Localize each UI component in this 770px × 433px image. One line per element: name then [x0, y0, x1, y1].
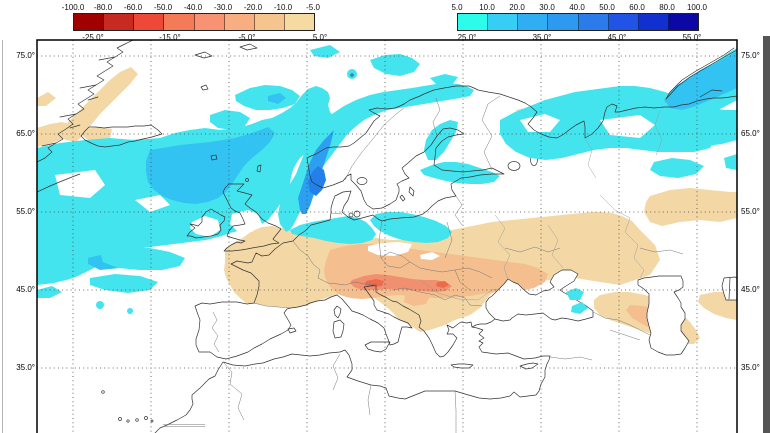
latitude-label-right: 65.0° [741, 129, 760, 138]
caspian-sea [637, 275, 690, 356]
window-right-edge [763, 36, 770, 433]
negative-tick-label: -80.0 [93, 3, 113, 12]
novaya-zemlya [665, 47, 737, 100]
window-left-edge [2, 40, 3, 433]
positive-tick-label: 10.0 [479, 3, 495, 12]
latitude-label-right: 45.0° [741, 285, 760, 294]
latitude-label-left: 45.0° [16, 285, 35, 294]
south-norway-dark-spot [308, 166, 326, 196]
negative-degree-label: 5.0° [312, 33, 328, 42]
novaya-zemlya-blue [664, 51, 737, 110]
positive-tick-label: 5.0 [451, 3, 463, 12]
colorbar-segment [254, 14, 285, 30]
mainland-atlantic-arctic-coast [194, 85, 737, 360]
norway-coastal-band [278, 83, 474, 232]
colorbar-segment [224, 14, 255, 30]
latitude-label-left: 35.0° [16, 363, 35, 372]
greenland-coast [37, 40, 134, 163]
iceland [80, 124, 163, 148]
positive-degree-label: 45.0° [607, 33, 627, 42]
coastlines [37, 40, 737, 433]
negative-degree-label: -15.0° [159, 33, 181, 42]
colorbar-segment [488, 14, 519, 30]
positive-degree-label: 25.0° [457, 33, 477, 42]
canary-islands [101, 390, 154, 423]
colorbar-segment [74, 14, 105, 30]
seas [356, 154, 737, 356]
negative-tick-label: -10.0 [273, 3, 293, 12]
sardinia [332, 319, 345, 339]
positive-tick-label: 40.0 [569, 3, 585, 12]
lake-ladoga [507, 161, 521, 171]
negative-degree-label: -5.0° [238, 33, 256, 42]
negative-tick-label: -60.0 [123, 3, 143, 12]
negative-tick-label: -50.0 [153, 3, 173, 12]
country-borders [163, 95, 684, 433]
colorbar-segment [518, 14, 549, 30]
negative-tick-label: -40.0 [183, 3, 203, 12]
latitude-label-right: 35.0° [741, 363, 760, 372]
latitude-label-right: 75.0° [741, 51, 760, 60]
colorbar-segment [164, 14, 195, 30]
colorbar-segment [284, 14, 314, 30]
negative-colorbar [73, 13, 315, 31]
positive-tick-label: 60.0 [629, 3, 645, 12]
cyprus [519, 362, 539, 370]
positive-tick-label: 80.0 [659, 3, 675, 12]
negative-tick-label: -100.0 [61, 3, 85, 12]
colorbar-segment [458, 14, 489, 30]
great-britain [222, 183, 282, 252]
lake-vanern [356, 177, 368, 185]
positive-tick-label: 30.0 [539, 3, 555, 12]
positive-tick-label: 50.0 [599, 3, 615, 12]
map-frame [36, 39, 738, 433]
field-gaps [55, 114, 655, 260]
colorbar-segment [578, 14, 609, 30]
latitude-label-right: 55.0° [741, 207, 760, 216]
positive-colorbar [457, 13, 699, 31]
corsica [333, 305, 342, 319]
colorbar-segment [668, 14, 698, 30]
mediterranean-north-coast [225, 284, 496, 360]
negative-degree-label: -25.0° [82, 33, 104, 42]
colorbar-segment [548, 14, 579, 30]
positive-tick-label: 100.0 [686, 3, 708, 12]
latitude-label-left: 65.0° [16, 129, 35, 138]
cool-anomaly-regions [37, 45, 737, 314]
latitude-label-left: 75.0° [16, 51, 35, 60]
colorbar-segment [104, 14, 135, 30]
negative-tick-label: -5.0 [306, 3, 320, 12]
colorbar-segment [134, 14, 165, 30]
africa-levant-coast [154, 326, 551, 433]
latitude-label-left: 55.0° [16, 207, 35, 216]
positive-degree-label: 55.0° [682, 33, 702, 42]
ireland [186, 208, 226, 239]
positive-degree-label: 35.0° [532, 33, 552, 42]
alps-salmon-band [350, 274, 452, 292]
colorbar-segment [194, 14, 225, 30]
black-sea [485, 269, 594, 322]
negative-tick-label: -30.0 [213, 3, 233, 12]
colorbar-segment [638, 14, 669, 30]
crete [450, 363, 474, 369]
sicily [364, 341, 391, 353]
colorbar-segment [608, 14, 639, 30]
negative-tick-label: -20.0 [243, 3, 263, 12]
positive-tick-label: 20.0 [509, 3, 525, 12]
